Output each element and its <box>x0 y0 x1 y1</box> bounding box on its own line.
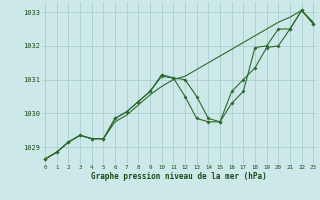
X-axis label: Graphe pression niveau de la mer (hPa): Graphe pression niveau de la mer (hPa) <box>91 172 267 181</box>
